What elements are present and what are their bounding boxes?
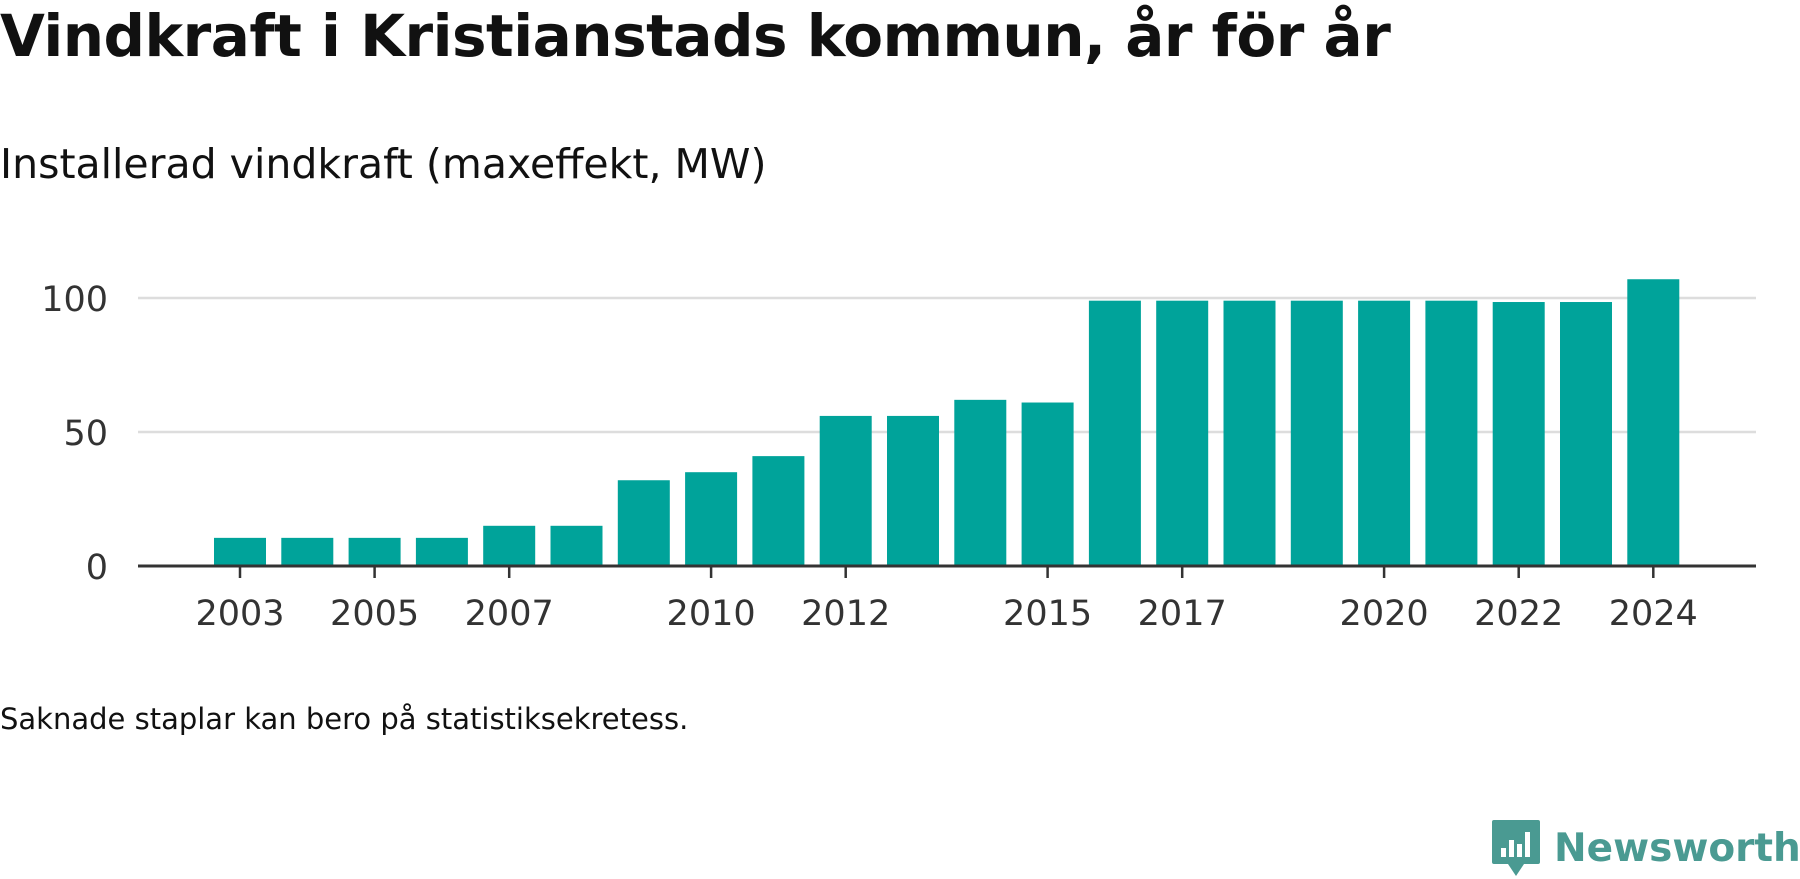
y-tick-label: 50 <box>63 414 108 454</box>
bar-2014 <box>954 399 1007 566</box>
x-tick-label: 2005 <box>330 594 419 634</box>
x-tick-label: 2007 <box>465 594 554 634</box>
bar-2008 <box>550 525 603 566</box>
x-tick-label: 2022 <box>1474 594 1563 634</box>
bar-2009 <box>617 480 670 566</box>
bar-2022 <box>1492 302 1545 566</box>
y-tick-label: 100 <box>41 280 108 320</box>
bar-2015 <box>1021 402 1074 566</box>
bar-2011 <box>752 456 805 566</box>
bar-2005 <box>348 537 401 566</box>
footnote: Saknade staplar kan bero på statistiksek… <box>0 702 689 736</box>
y-tick-label: 0 <box>86 548 108 588</box>
bar-2017 <box>1156 300 1209 566</box>
x-tick-label: 2015 <box>1003 594 1092 634</box>
bar-2018 <box>1223 300 1276 566</box>
x-tick-label: 2010 <box>667 594 756 634</box>
x-tick-label: 2003 <box>195 594 284 634</box>
bar-2013 <box>887 415 939 566</box>
bar-2012 <box>819 415 872 566</box>
bar-2024 <box>1627 279 1680 566</box>
chart-subtitle: Installerad vindkraft (maxeffekt, MW) <box>0 140 767 188</box>
bar-2007 <box>483 525 536 566</box>
bar-chart: 0 50 100 2003 2005 2007 2010 2012 2015 2017 2020 20… <box>41 279 1756 634</box>
brand-logo: Newsworthy <box>1490 818 1800 878</box>
x-tick-label: 2012 <box>801 594 890 634</box>
bar-2003 <box>214 537 266 566</box>
newsworthy-logo-icon <box>1492 820 1540 876</box>
x-tick-label: 2020 <box>1340 594 1429 634</box>
bar-2019 <box>1290 300 1343 566</box>
x-tick-label: 2024 <box>1609 594 1698 634</box>
bar-2016 <box>1088 300 1141 566</box>
bar-2020 <box>1358 300 1411 566</box>
bar-2004 <box>281 537 334 566</box>
chart-title: Vindkraft i Kristianstads kommun, år för… <box>0 2 1391 70</box>
x-tick-label: 2017 <box>1138 594 1227 634</box>
brand-name: Newsworthy <box>1554 825 1800 871</box>
bar-2021 <box>1425 300 1478 566</box>
bar-2010 <box>685 472 738 566</box>
bar-2023 <box>1560 302 1612 566</box>
bar-2006 <box>415 537 468 566</box>
